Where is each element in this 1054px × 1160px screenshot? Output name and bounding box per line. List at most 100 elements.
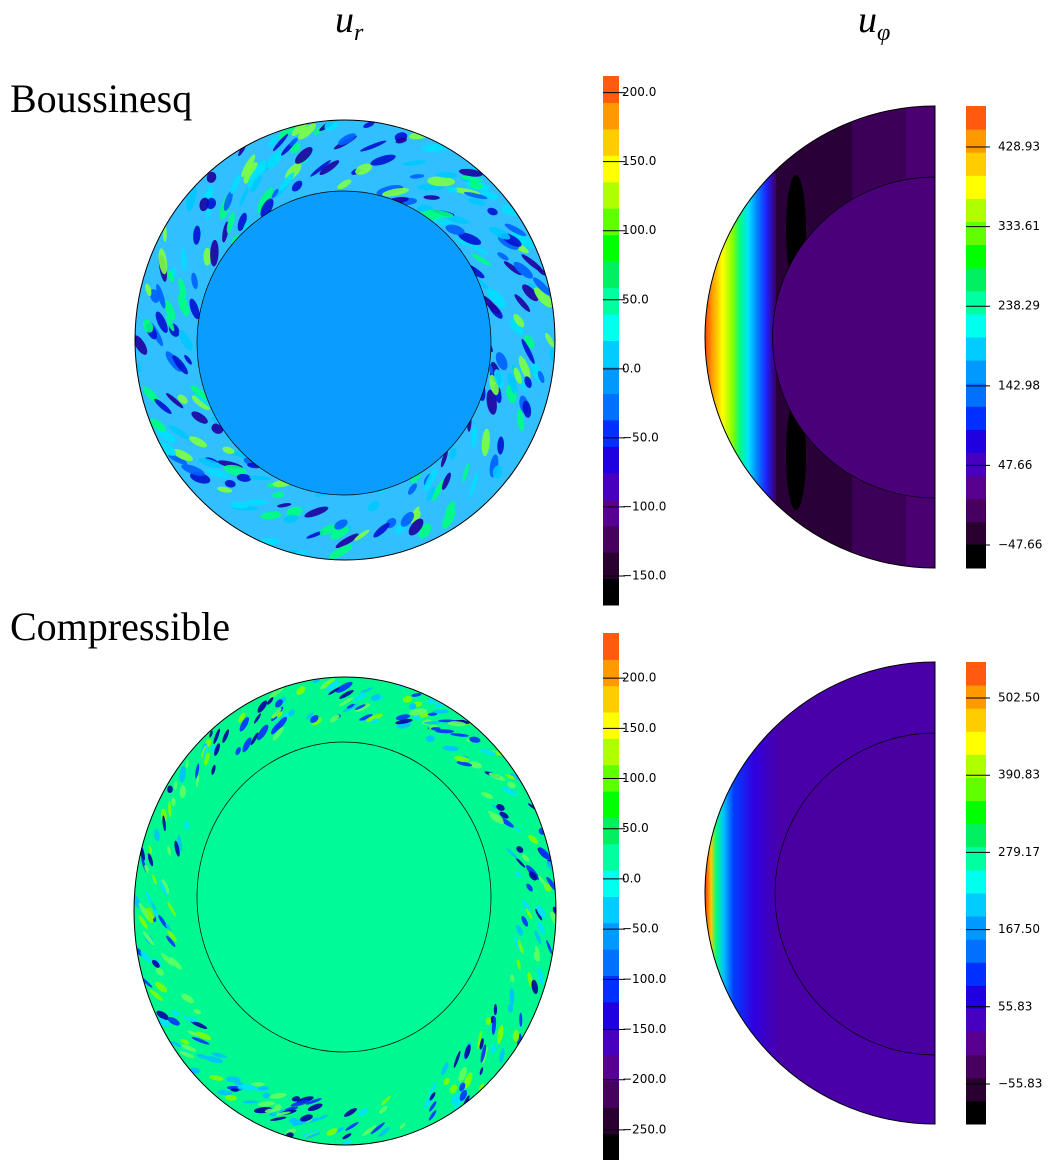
flow-structure [193, 225, 201, 245]
flow-structure [161, 879, 170, 894]
flow-structure [442, 745, 459, 752]
flow-structure [223, 191, 233, 211]
flow-structure [425, 735, 435, 743]
flow-structure [247, 165, 264, 189]
flow-structure [156, 1010, 169, 1021]
flow-structure [445, 224, 465, 235]
flow-structure [381, 188, 409, 197]
colorbar-band [966, 1008, 986, 1033]
flow-structure [162, 225, 167, 242]
colorbar-band [966, 337, 986, 361]
flow-structure [445, 501, 456, 517]
flow-structure [501, 204, 520, 217]
flow-structure [288, 709, 295, 717]
flow-structure [365, 713, 384, 722]
flow-structure [267, 697, 274, 705]
flow-structure [423, 195, 440, 200]
flow-structure [262, 1092, 271, 1099]
flow-structure [278, 172, 295, 192]
flow-structure [134, 893, 141, 908]
flow-structure [399, 1122, 406, 1130]
colorbar-band [603, 633, 619, 660]
flow-structure [272, 133, 289, 152]
colorbar-band [966, 823, 986, 848]
flow-structure [469, 244, 489, 255]
colorbar-band [603, 1107, 619, 1135]
colorbar-band [966, 1054, 986, 1079]
flow-structure [446, 186, 458, 193]
colorbar-band [966, 452, 986, 477]
colorbar-band [603, 393, 619, 421]
flow-structure [270, 722, 281, 735]
flow-structure [468, 761, 482, 769]
flow-structure [260, 198, 274, 218]
flow-structure [508, 1003, 514, 1013]
flow-structure [538, 847, 552, 861]
flow-structure [546, 940, 553, 955]
flow-structure [135, 335, 148, 355]
flow-structure [152, 909, 159, 918]
colorbar-band [603, 446, 619, 474]
flow-structure [479, 1067, 484, 1076]
flow-structure [272, 491, 285, 499]
colorbar-band [966, 1077, 986, 1102]
flow-structure [329, 544, 353, 559]
flow-structure [428, 1110, 437, 1121]
flow-structure [181, 993, 194, 1004]
colorbar-band [966, 129, 986, 153]
flow-structure [204, 752, 210, 766]
flow-structure [268, 135, 279, 147]
flow-structure [211, 423, 224, 434]
flow-structure [496, 803, 505, 811]
flow-structure [336, 1139, 353, 1145]
flow-structure [532, 277, 552, 296]
flow-structure [538, 875, 548, 888]
flow-structure [239, 186, 249, 208]
flow-structure [330, 526, 350, 540]
flow-structure [272, 726, 284, 741]
flow-structure [534, 287, 553, 308]
flow-structure [337, 179, 352, 190]
flow-structure [234, 1082, 244, 1086]
colorbar-band [966, 985, 986, 1009]
flow-structure [509, 318, 524, 336]
colorbar-band [603, 922, 619, 950]
flow-structure [378, 1105, 388, 1114]
flow-structure [251, 1082, 266, 1087]
colorbar-band [966, 685, 986, 709]
flow-structure [305, 1098, 322, 1105]
flow-structure [319, 160, 340, 175]
colorbar-band [603, 659, 619, 687]
flow-structure [524, 376, 532, 388]
colorbar-tick-label: −50.0 [622, 922, 659, 936]
flow-structure [518, 355, 531, 380]
flow-structure [155, 967, 164, 976]
flow-structure [488, 226, 511, 240]
flow-structure [429, 1092, 436, 1101]
flow-structure [409, 703, 417, 710]
flow-structure [339, 690, 354, 699]
colorbar-band [966, 360, 986, 384]
flow-structure [504, 223, 527, 237]
colorbar-band [603, 128, 619, 156]
flow-structure [534, 930, 542, 945]
flow-structure [142, 319, 154, 333]
colorbar-band [966, 198, 986, 222]
flow-structure [166, 393, 184, 409]
colorbar-band [603, 366, 619, 394]
flow-structure [223, 464, 247, 476]
flow-structure [249, 475, 272, 481]
flow-structure [159, 880, 168, 896]
colorbar-tick-label: 167.50 [998, 922, 1040, 936]
flow-structure [471, 253, 491, 266]
flow-structure [206, 171, 217, 183]
flow-structure [226, 212, 235, 234]
flow-structure [479, 748, 497, 756]
colorbar-band [966, 152, 986, 176]
colorbars: 200.0 150.0 100.0 50.0 0.0 −50.0 −100.0 −150.0 4… [603, 76, 1042, 1160]
flow-structure [250, 175, 262, 193]
flow-structure [185, 759, 189, 768]
flow-structure [519, 1012, 523, 1027]
row-label: Boussinesq [10, 76, 192, 121]
flow-structure [363, 121, 375, 128]
